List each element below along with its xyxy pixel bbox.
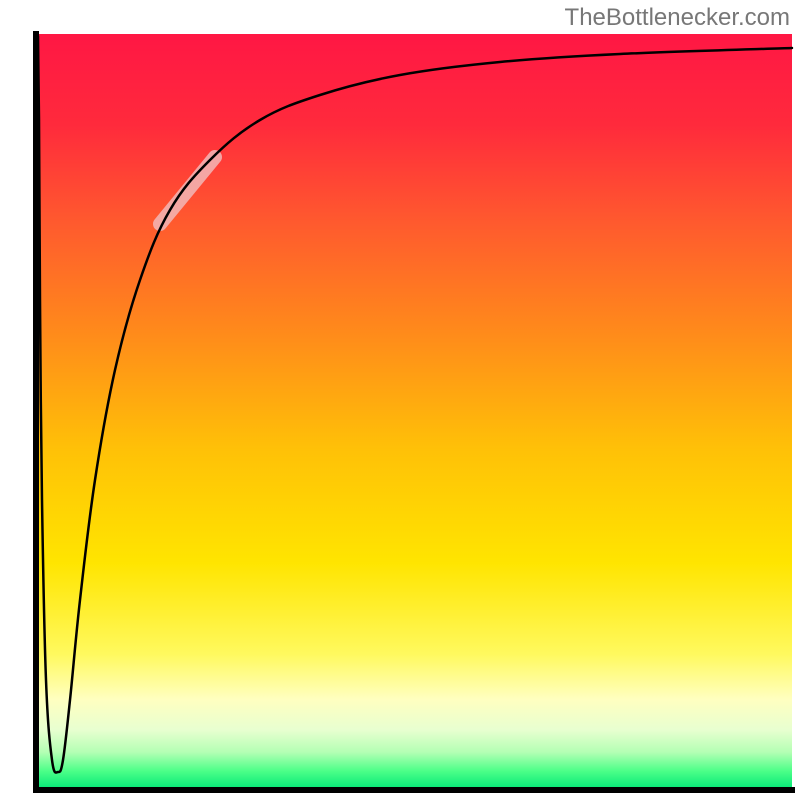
bottleneck-chart <box>0 0 800 800</box>
gradient-background <box>36 34 792 790</box>
chart-container: TheBottlenecker.com <box>0 0 800 800</box>
